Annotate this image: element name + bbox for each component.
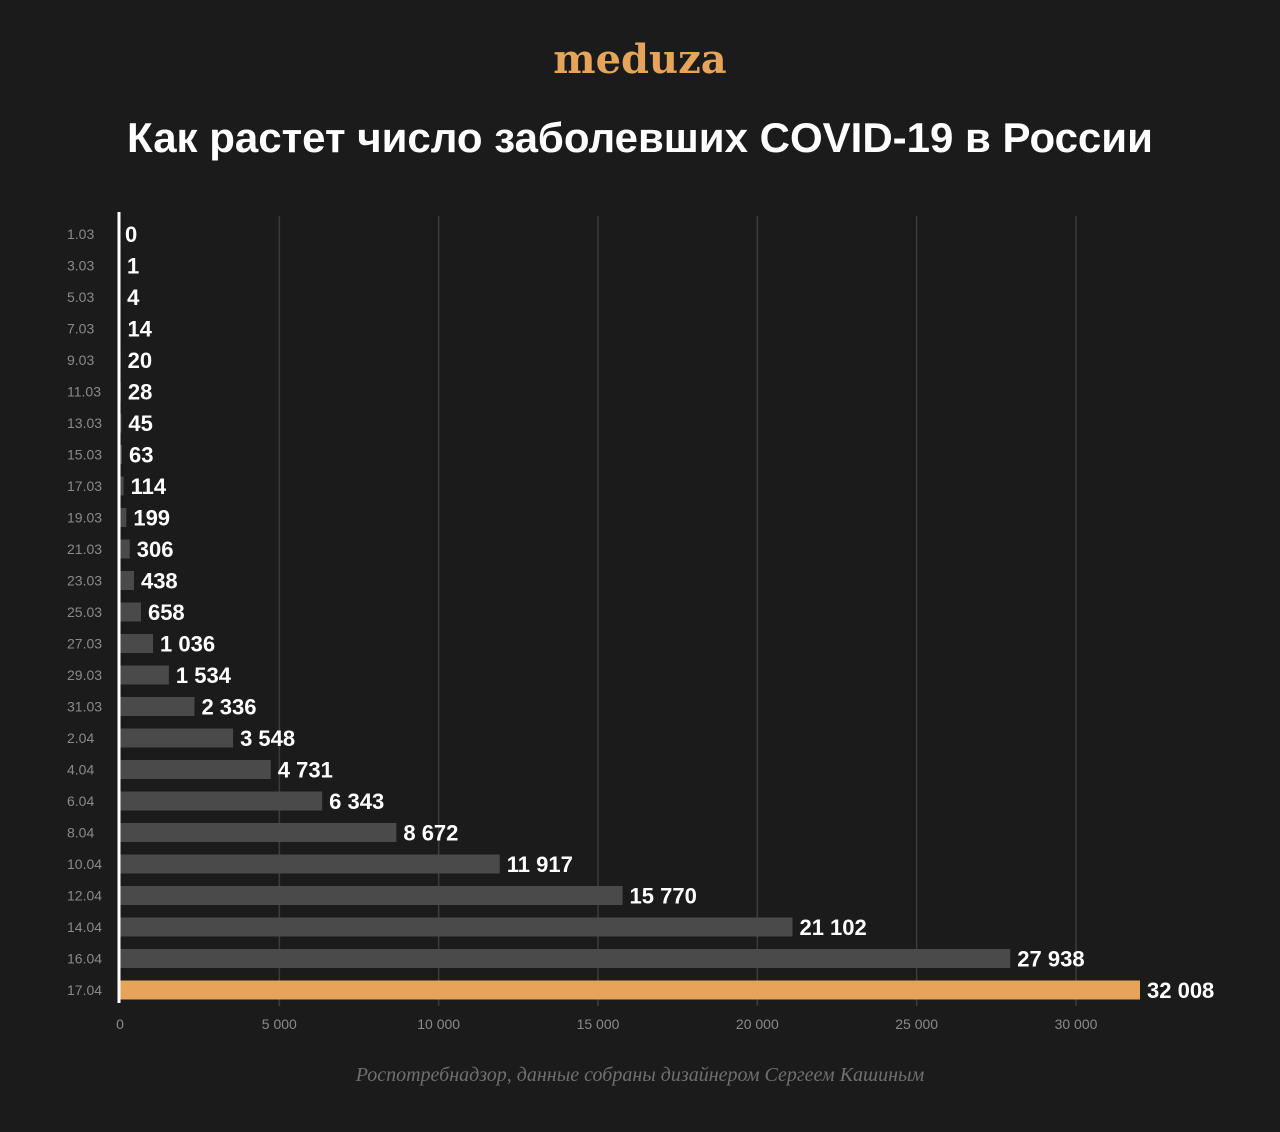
bar	[120, 886, 623, 905]
x-tick-label: 15 000	[577, 1016, 620, 1032]
x-tick-labels: 0 5 000 10 000 15 000 20 000 25 000 30 000	[116, 1016, 1098, 1032]
value-label: 0	[125, 222, 137, 247]
category-label: 1.03	[67, 226, 94, 242]
category-label: 5.03	[67, 289, 94, 305]
grid-lines	[278, 216, 1077, 1006]
value-label: 28	[128, 380, 152, 405]
source-note: Роспотребнадзор, данные собраны дизайнер…	[355, 1064, 925, 1086]
bar	[120, 823, 397, 842]
category-label: 7.03	[67, 321, 94, 337]
chart-title: Как растет число заболевших COVID-19 в Р…	[127, 114, 1153, 161]
value-label: 11 917	[507, 852, 573, 877]
category-label: 13.03	[67, 415, 102, 431]
category-label: 14.04	[67, 919, 102, 935]
category-label: 6.04	[67, 793, 94, 809]
value-label: 1	[127, 254, 139, 279]
category-label: 8.04	[67, 825, 94, 841]
category-label: 2.04	[67, 730, 94, 746]
category-label: 27.03	[67, 636, 102, 652]
category-label: 15.03	[67, 447, 102, 463]
value-label: 658	[148, 600, 185, 625]
bar	[120, 791, 323, 811]
bar	[120, 917, 793, 937]
category-label: 12.04	[67, 888, 102, 904]
category-label: 10.04	[67, 856, 102, 872]
category-label: 16.04	[67, 951, 102, 967]
bar	[120, 760, 271, 779]
bar	[120, 697, 195, 716]
value-label: 438	[141, 569, 178, 594]
x-tick-label: 5 000	[262, 1016, 297, 1032]
value-label: 20	[128, 348, 152, 373]
bar	[120, 665, 169, 685]
value-label: 63	[129, 443, 153, 468]
category-label: 3.03	[67, 258, 94, 274]
category-label: 23.03	[67, 573, 102, 589]
value-label: 8 672	[403, 821, 458, 846]
category-labels: 1.03 3.03 5.03 7.03 9.03 11.03 13.03 15.03 17.03…	[67, 226, 102, 998]
bar	[120, 949, 1011, 968]
value-label: 45	[128, 411, 152, 436]
value-label: 15 770	[630, 884, 697, 909]
value-label: 14	[127, 317, 152, 342]
category-label: 17.03	[67, 478, 102, 494]
bar-highlight	[120, 980, 1140, 1000]
bar	[120, 602, 141, 622]
value-label: 21 102	[799, 915, 866, 940]
category-label: 17.04	[67, 982, 102, 998]
category-label: 21.03	[67, 541, 102, 557]
bar	[120, 476, 124, 496]
value-label: 27 938	[1017, 947, 1084, 972]
category-label: 29.03	[67, 667, 102, 683]
value-label: 114	[131, 474, 167, 499]
bar	[120, 508, 127, 527]
x-tick-label: 0	[116, 1016, 124, 1032]
value-label: 306	[137, 537, 174, 562]
x-tick-label: 20 000	[736, 1016, 779, 1032]
category-label: 25.03	[67, 604, 102, 620]
x-tick-label: 30 000	[1055, 1016, 1098, 1032]
bar	[120, 854, 500, 874]
value-label: 4 731	[278, 758, 333, 783]
category-label: 9.03	[67, 352, 94, 368]
category-label: 19.03	[67, 510, 102, 526]
bar	[120, 539, 130, 559]
x-tick-label: 10 000	[417, 1016, 460, 1032]
value-label: 4	[127, 285, 140, 310]
value-label: 1 534	[176, 663, 232, 688]
bar	[120, 634, 154, 653]
bars	[120, 256, 1140, 1000]
value-label: 1 036	[160, 632, 215, 657]
bar	[120, 571, 134, 590]
meduza-logo: meduza	[553, 36, 727, 83]
value-label: 3 548	[240, 726, 295, 751]
value-label: 199	[133, 506, 170, 531]
value-label: 2 336	[201, 695, 256, 720]
x-tick-label: 25 000	[895, 1016, 938, 1032]
category-label: 4.04	[67, 762, 94, 778]
bar	[120, 728, 234, 748]
value-label: 6 343	[329, 789, 384, 814]
category-label: 31.03	[67, 699, 102, 715]
category-label: 11.03	[67, 384, 101, 400]
bar	[120, 413, 122, 433]
value-label: 32 008	[1147, 978, 1214, 1003]
bar	[120, 445, 123, 464]
